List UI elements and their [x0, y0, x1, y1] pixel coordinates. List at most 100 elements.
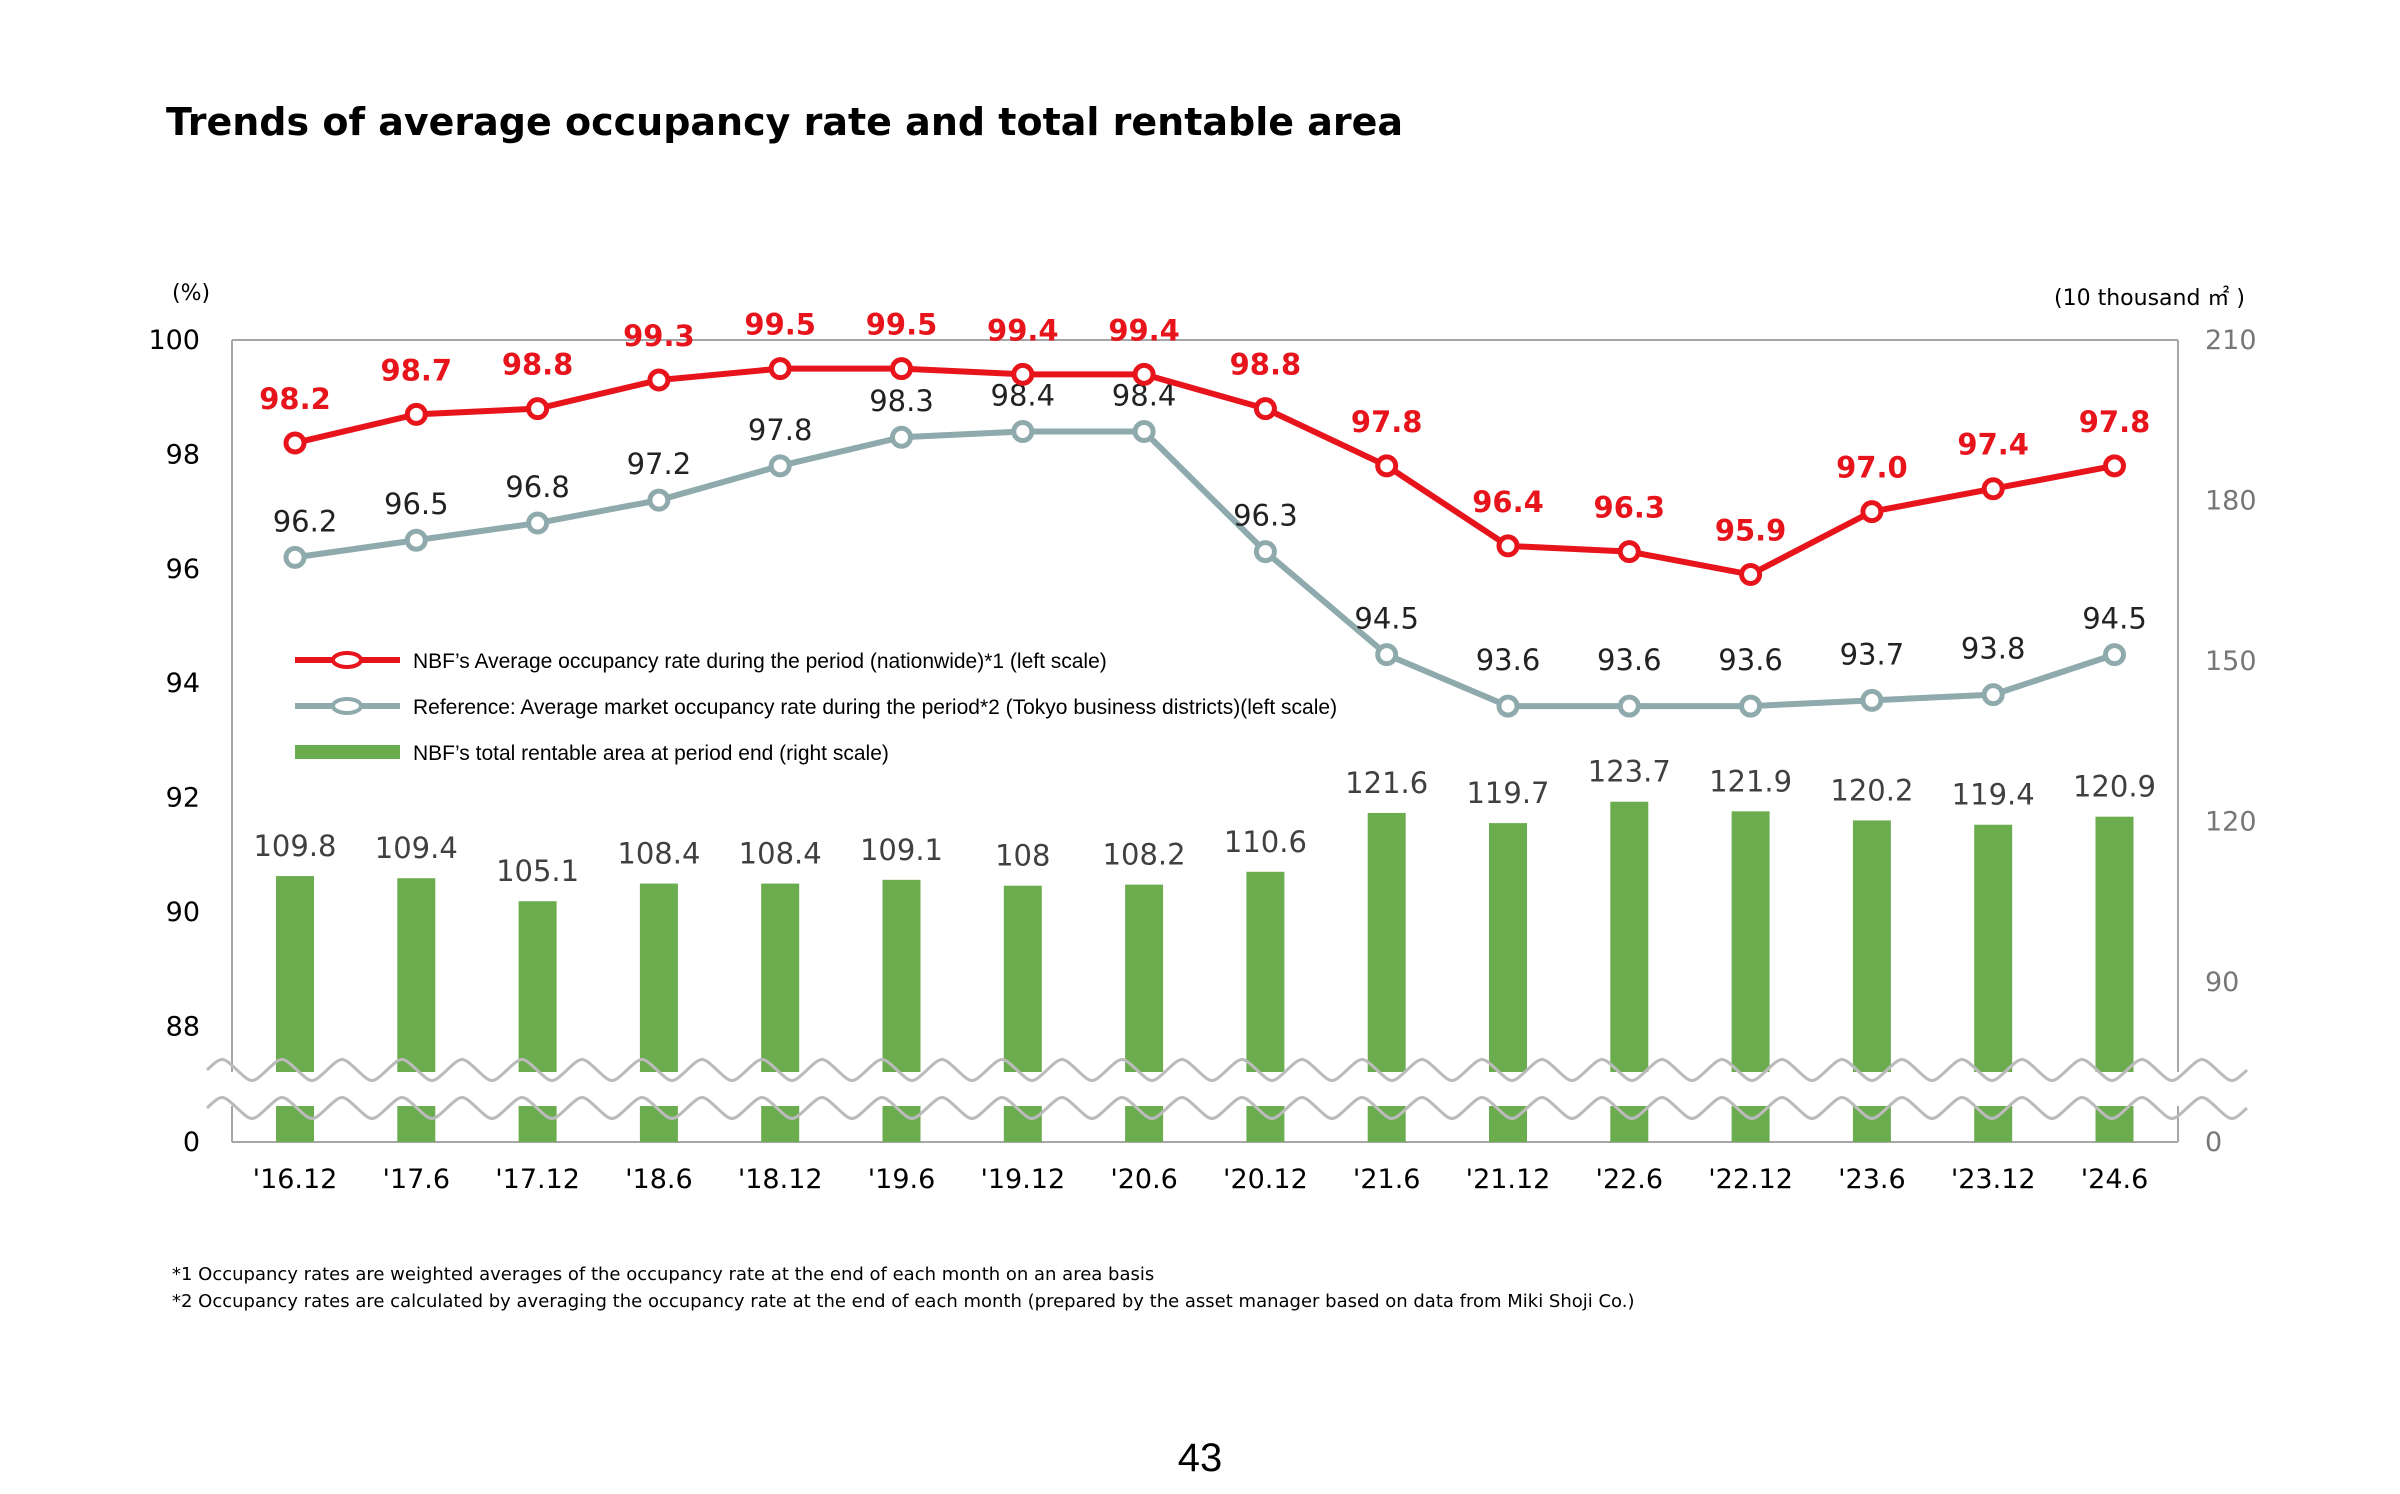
bar-value-label: 121.6: [1345, 766, 1428, 800]
market-label: 94.5: [1354, 602, 1419, 636]
nbf-label: 97.0: [1836, 451, 1908, 485]
footnote-1: *1 Occupancy rates are weighted averages…: [172, 1264, 1155, 1285]
legend-swatch-marker: [331, 651, 363, 669]
market-label: 93.6: [1476, 643, 1541, 677]
left-tick-label: 90: [166, 897, 200, 928]
footnote-2: *2 Occupancy rates are calculated by ave…: [172, 1291, 1635, 1312]
market-point: [1860, 688, 1884, 712]
x-tick-label: '20.12: [1223, 1164, 1308, 1195]
legend-label: NBF’s Average occupancy rate during the …: [413, 650, 1107, 673]
nbf-point: [526, 397, 550, 421]
nbf-point: [768, 357, 792, 381]
market-label: 94.5: [2082, 602, 2147, 636]
left-axis-unit: (%): [172, 281, 210, 306]
x-tick-label: '23.6: [1838, 1164, 1906, 1195]
market-label: 93.7: [1840, 637, 1905, 671]
market-point: [283, 545, 307, 569]
nbf-label: 98.7: [381, 353, 453, 387]
x-tick-label: '21.12: [1466, 1164, 1551, 1195]
left-tick-label: 0: [183, 1127, 200, 1158]
market-point: [1375, 643, 1399, 667]
right-tick-label: 0: [2205, 1127, 2222, 1158]
x-tick-label: '17.12: [495, 1164, 580, 1195]
market-point: [768, 454, 792, 478]
market-label: 96.3: [1233, 499, 1298, 533]
x-tick-label: '18.12: [738, 1164, 823, 1195]
nbf-label: 97.8: [2079, 405, 2151, 439]
bar-value-label: 110.6: [1224, 825, 1307, 859]
legend-label: Reference: Average market occupancy rate…: [413, 696, 1337, 719]
bar-value-label: 108.4: [739, 837, 822, 871]
market-point: [890, 425, 913, 449]
nbf-point: [404, 402, 428, 426]
nbf-point: [1496, 534, 1520, 558]
market-label: 96.2: [273, 504, 338, 538]
bar-value-label: 108.4: [617, 837, 700, 871]
market-label: 97.8: [748, 413, 813, 447]
bar-value-label: 121.9: [1709, 764, 1792, 798]
nbf-point: [1375, 454, 1399, 478]
page-number: 43: [1177, 1436, 1223, 1480]
left-tick-label: 92: [166, 783, 200, 814]
nbf-point: [1253, 397, 1277, 421]
nbf-label: 98.8: [502, 348, 574, 382]
nbf-label: 97.8: [1351, 405, 1423, 439]
chart-title: Trends of average occupancy rate and tot…: [166, 100, 1404, 144]
x-tick-label: '16.12: [253, 1164, 338, 1195]
market-point: [526, 511, 550, 535]
nbf-line: [294, 365, 2116, 578]
right-tick-label: 150: [2205, 646, 2257, 677]
market-point: [1496, 694, 1520, 718]
nbf-label: 98.2: [259, 382, 331, 416]
right-tick-label: 210: [2205, 325, 2257, 356]
bar-value-label: 109.1: [860, 833, 943, 867]
nbf-label: 99.3: [623, 319, 695, 353]
market-label: 93.6: [1718, 643, 1783, 677]
nbf-point: [890, 357, 913, 381]
market-label: 96.5: [384, 487, 449, 521]
nbf-label: 96.3: [1594, 491, 1666, 525]
right-tick-label: 180: [2205, 486, 2257, 517]
market-point: [647, 488, 671, 512]
left-tick-label: 88: [166, 1011, 200, 1042]
left-tick-label: 94: [166, 668, 200, 699]
nbf-point: [1132, 362, 1156, 386]
axis-break-line: [205, 1096, 2249, 1120]
right-axis-unit: (10 thousand ㎡ ): [2054, 285, 2245, 311]
market-line: [294, 428, 2116, 710]
market-label: 93.8: [1961, 632, 2026, 666]
market-point: [404, 528, 428, 552]
market-point: [1253, 540, 1277, 564]
bar-value-label: 108.2: [1103, 838, 1186, 872]
market-label: 93.6: [1597, 643, 1662, 677]
x-tick-label: '24.6: [2081, 1164, 2149, 1195]
nbf-label: 99.4: [1108, 313, 1180, 347]
market-point: [1132, 420, 1156, 444]
bar-value-label: 105.1: [496, 854, 579, 888]
left-tick-label: 100: [148, 325, 200, 356]
legend-swatch-marker: [331, 697, 363, 715]
legend-label: NBF’s total rentable area at period end …: [413, 742, 889, 765]
market-point: [1011, 420, 1035, 444]
bar-value-label: 109.4: [375, 831, 458, 865]
x-tick-label: '17.6: [383, 1164, 451, 1195]
market-point: [1617, 694, 1641, 718]
nbf-point: [2103, 454, 2126, 478]
nbf-point: [1981, 477, 2005, 501]
legend-swatch-bar: [295, 745, 400, 759]
bar-value-label: 108: [995, 839, 1050, 873]
nbf-point: [1739, 563, 1763, 587]
nbf-point: [647, 368, 671, 392]
x-tick-label: '22.6: [1596, 1164, 1664, 1195]
market-label: 97.2: [627, 447, 692, 481]
x-tick-label: '21.6: [1353, 1164, 1421, 1195]
nbf-point: [1011, 362, 1035, 386]
x-tick-label: '19.6: [868, 1164, 936, 1195]
nbf-label: 96.4: [1472, 485, 1544, 519]
market-label: 96.8: [505, 470, 570, 504]
market-point: [2103, 643, 2126, 667]
market-label: 98.3: [869, 384, 934, 418]
left-tick-label: 96: [166, 554, 200, 585]
x-tick-label: '23.12: [1951, 1164, 2036, 1195]
